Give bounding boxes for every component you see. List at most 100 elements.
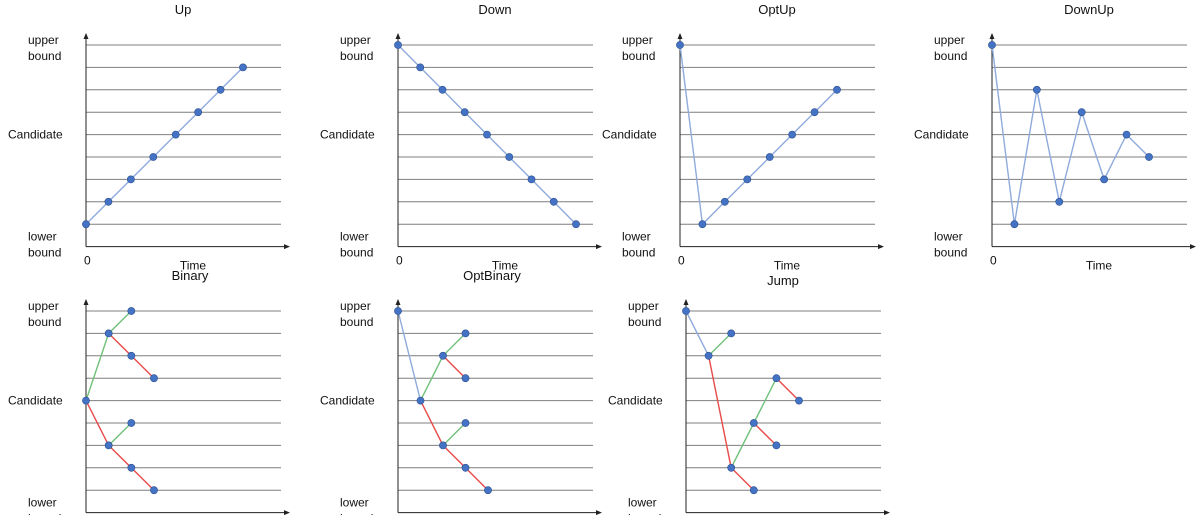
path-segment — [486, 134, 510, 158]
lower-bound-label: bound — [28, 246, 61, 260]
path-segment — [1103, 134, 1128, 180]
path-segment — [442, 89, 466, 113]
panel-title: OptUp — [758, 2, 796, 17]
probe-point — [788, 130, 797, 139]
path-segment — [1058, 112, 1083, 202]
panel-jump: JumpupperboundCandidatelowerbound0Time — [608, 273, 890, 520]
probe-point — [127, 463, 136, 472]
probe-point — [704, 351, 713, 360]
path-segment — [707, 355, 732, 468]
probe-point — [149, 153, 158, 161]
upper-bound-label: upper — [28, 33, 59, 47]
lower-bound-label: bound — [340, 246, 373, 260]
probe-point — [483, 130, 491, 139]
probe-point — [394, 41, 402, 49]
path-segment — [108, 422, 132, 446]
y-axis-arrow-icon — [677, 33, 683, 39]
lower-bound-label: bound — [622, 246, 655, 260]
candidate-label: Candidate — [914, 128, 969, 142]
probe-point — [461, 329, 470, 338]
path-segment — [730, 467, 755, 491]
probe-point — [438, 85, 447, 94]
probe-point — [676, 41, 684, 49]
probe-point — [1122, 130, 1131, 139]
path-segment — [746, 156, 771, 180]
path-segment — [724, 178, 748, 203]
probe-point — [127, 419, 136, 427]
panel-binary: BinaryupperboundCandidatelowerbound0Time — [8, 268, 290, 520]
path-segment — [130, 467, 155, 491]
path-segment — [85, 333, 110, 401]
path-segment — [791, 111, 816, 136]
path-segment — [130, 156, 154, 180]
path-segment — [465, 467, 489, 491]
probe-point — [772, 374, 781, 383]
origin-label: 0 — [990, 254, 997, 268]
probe-point — [439, 351, 447, 360]
probe-point — [461, 374, 470, 383]
time-axis-label: Time — [774, 259, 801, 273]
upper-bound-label: bound — [28, 315, 61, 329]
x-axis-arrow-icon — [1190, 244, 1196, 250]
probe-point — [171, 130, 180, 139]
path-segment — [1081, 111, 1105, 180]
path-segment — [419, 66, 443, 91]
path-segment — [108, 332, 132, 357]
path-segment — [397, 310, 422, 401]
panel-title: OptBinary — [463, 268, 521, 283]
probe-point — [104, 441, 113, 450]
path-segment — [442, 332, 466, 357]
upper-bound-label: upper — [622, 33, 653, 47]
panel-up: Up upper bound Candidate lower bound 0 Time — [8, 2, 290, 273]
path-segment — [442, 355, 466, 379]
path-segment — [419, 355, 444, 401]
path-segment — [464, 111, 488, 136]
probe-point — [810, 108, 819, 117]
probe-point — [239, 63, 247, 72]
path-segment — [85, 201, 109, 225]
x-axis-arrow-icon — [596, 510, 602, 516]
path-segment — [220, 66, 244, 91]
probe-point — [795, 396, 803, 405]
candidate-label: Candidate — [8, 394, 63, 408]
y-axis-arrow-icon — [83, 299, 89, 305]
probe-point — [126, 175, 135, 184]
path-segment — [685, 310, 710, 357]
path-segment — [107, 178, 132, 203]
lower-bound-label: lower — [340, 230, 369, 244]
path-segment — [152, 134, 177, 158]
upper-bound-label: upper — [340, 33, 371, 47]
y-axis-arrow-icon — [989, 33, 995, 39]
panel-title: Jump — [767, 273, 799, 288]
path-segment — [753, 422, 777, 446]
lower-bound-label: bound — [340, 512, 373, 515]
probe-point — [988, 41, 996, 49]
time-axis-label: Time — [180, 259, 207, 273]
probe-point — [1077, 108, 1086, 117]
path-segment — [730, 422, 755, 469]
upper-bound-label: bound — [628, 315, 661, 329]
y-axis-arrow-icon — [683, 299, 689, 305]
candidate-label: Candidate — [608, 394, 663, 408]
probe-point — [682, 307, 690, 315]
time-axis-label: Time — [492, 259, 519, 273]
path-segment — [679, 44, 704, 225]
lower-bound-label: lower — [622, 230, 651, 244]
path-segment — [197, 89, 222, 113]
probe-point — [765, 153, 774, 161]
probe-point — [720, 197, 729, 206]
probe-point — [743, 175, 752, 184]
probe-point — [698, 220, 707, 229]
lower-bound-label: lower — [934, 230, 963, 244]
path-segment — [753, 377, 778, 424]
path-segment — [708, 332, 732, 357]
upper-bound-label: bound — [340, 49, 373, 63]
path-segment — [508, 156, 532, 180]
probe-point — [1032, 85, 1041, 94]
upper-bound-label: upper — [628, 299, 659, 313]
x-axis-arrow-icon — [884, 510, 890, 516]
origin-label: 0 — [396, 254, 403, 268]
probe-point — [127, 351, 136, 360]
x-axis-arrow-icon — [878, 244, 884, 250]
